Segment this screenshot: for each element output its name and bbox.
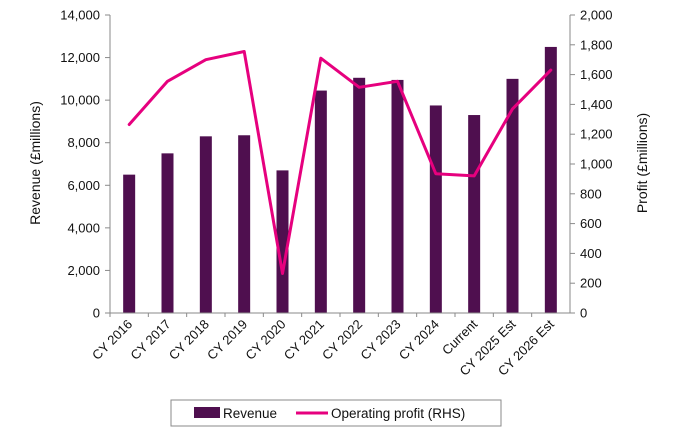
right-tick-label: 1,400: [580, 97, 613, 112]
right-tick-label: 400: [580, 246, 602, 261]
legend-operating-profit-label: Operating profit (RHS): [331, 406, 465, 421]
right-axis-ticks: 0 200 400 600 800 1,000 1,200 1,400 1,600 1,800 2,…: [570, 8, 613, 321]
right-axis-title: Profit (£millions): [634, 113, 650, 213]
left-tick-label: 8,000: [67, 135, 100, 150]
revenue-bar: [391, 79, 404, 314]
revenue-bar: [353, 77, 366, 314]
right-tick-label: 1,800: [580, 37, 613, 52]
category-label: CY 2019: [204, 317, 250, 363]
revenue-bar: [199, 136, 212, 313]
revenue-bar: [506, 78, 519, 313]
left-tick-label: 12,000: [60, 50, 100, 65]
left-axis-title: Revenue (£millions): [27, 101, 43, 225]
operating-profit-line-group: [127, 50, 553, 275]
legend-revenue-swatch: [194, 407, 220, 418]
category-label: CY 2023: [357, 317, 403, 363]
right-tick-label: 1,200: [580, 127, 613, 142]
legend-revenue-label: Revenue: [223, 406, 277, 421]
left-tick-label: 2,000: [67, 263, 100, 278]
revenue-bar: [468, 115, 481, 314]
category-label: CY 2022: [319, 317, 365, 363]
right-tick-label: 1,000: [580, 157, 613, 172]
left-tick-label: 10,000: [60, 93, 100, 108]
category-label: CY 2024: [396, 317, 442, 363]
right-tick-label: 200: [580, 276, 602, 291]
left-axis-ticks: 0 2,000 4,000 6,000 8,000 10,000 12,000 14,000: [60, 8, 110, 321]
right-tick-label: 800: [580, 186, 602, 201]
right-tick-label: 0: [580, 306, 587, 321]
left-tick-label: 6,000: [67, 178, 100, 193]
left-tick-label: 0: [93, 306, 100, 321]
revenue-bar: [161, 153, 174, 313]
revenue-bar: [123, 174, 136, 313]
revenue-bar: [544, 46, 557, 314]
category-label: CY 2018: [166, 317, 212, 363]
revenue-bars: [123, 46, 557, 314]
operating-profit-line: [127, 50, 553, 275]
right-tick-label: 2,000: [580, 8, 613, 23]
category-label: CY 2017: [127, 317, 173, 363]
right-tick-label: 600: [580, 216, 602, 231]
category-label: CY 2020: [242, 317, 288, 363]
left-tick-label: 4,000: [67, 220, 100, 235]
revenue-bar: [314, 90, 327, 313]
revenue-bar: [238, 135, 251, 313]
legend-box: [170, 399, 502, 427]
right-tick-label: 1,600: [580, 67, 613, 82]
chart-legend: Revenue Operating profit (RHS): [170, 399, 502, 427]
chart-axes: [109, 15, 571, 314]
left-tick-label: 14,000: [60, 8, 100, 23]
category-label: CY 2016: [89, 317, 135, 363]
revenue-bar: [429, 105, 442, 313]
revenue-bar: [276, 170, 289, 313]
category-label: CY 2021: [281, 317, 327, 363]
